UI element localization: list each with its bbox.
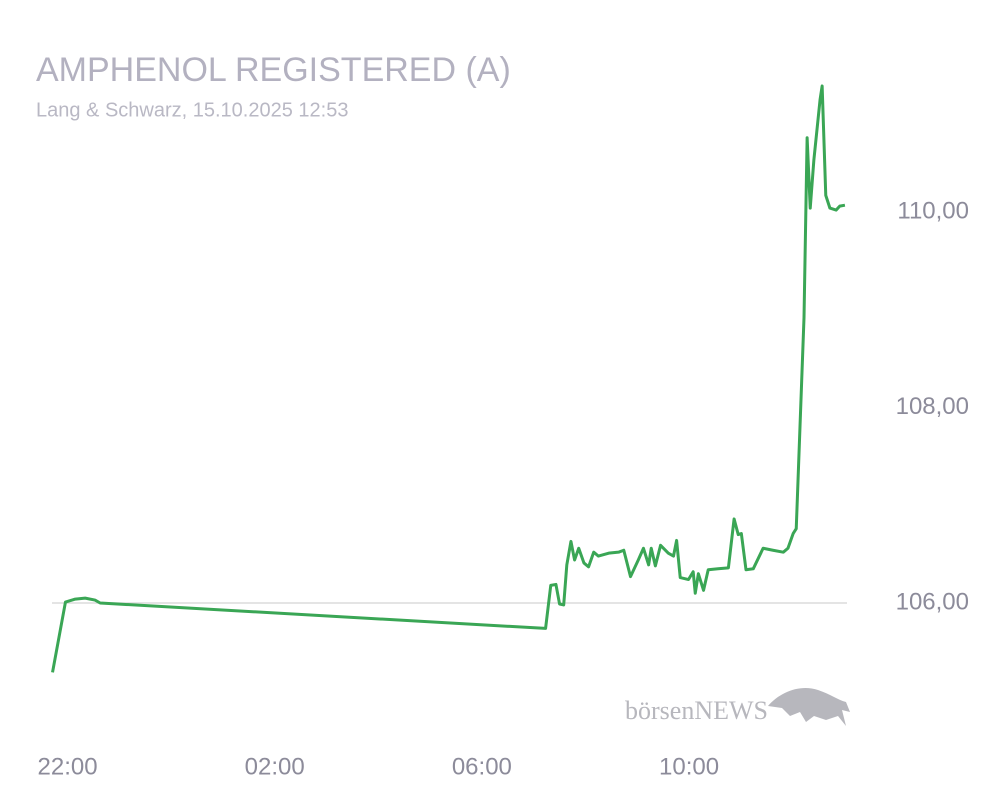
watermark-bull [768,687,850,726]
watermark: börsenNEWS [625,696,768,725]
x-tick-label: 06:00 [452,753,512,780]
chart-title: AMPHENOL REGISTERED (A) [36,51,511,89]
x-tick-label: 10:00 [659,753,719,780]
y-tick-label: 110,00 [897,197,969,224]
y-tick-label: 106,00 [896,588,969,615]
chart-subtitle: Lang & Schwarz, 15.10.2025 12:53 [36,99,348,121]
x-tick-label: 02:00 [245,753,305,780]
x-tick-label: 22:00 [38,753,98,780]
price-line [51,84,846,673]
y-tick-label: 108,00 [896,393,969,420]
